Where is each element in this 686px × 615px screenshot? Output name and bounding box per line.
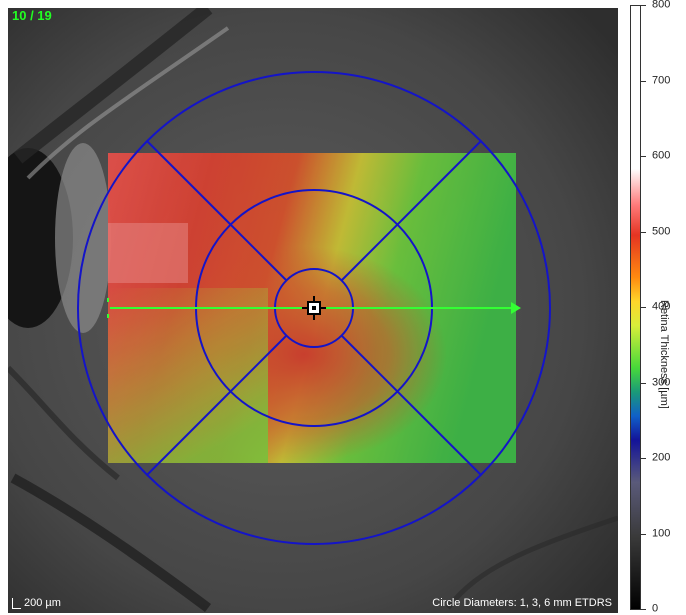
colorbar-tick bbox=[641, 156, 646, 157]
fundus-canvas bbox=[8, 8, 618, 613]
thickness-colorbar-panel: 800 700 600 500 400 300 200 100 0 Retina Thickne… bbox=[618, 0, 686, 615]
colorbar-tick-label: 200 bbox=[652, 451, 671, 464]
circle-diameters-note: Circle Diameters: 1, 3, 6 mm ETDRS bbox=[432, 597, 612, 609]
colorbar-title: Retina Thickness [µm] bbox=[658, 300, 670, 409]
etdrs-outer-circle bbox=[77, 71, 551, 545]
colorbar-tick-label: 100 bbox=[652, 527, 671, 539]
colorbar-tick bbox=[641, 533, 646, 535]
vessel-lower-branch bbox=[8, 365, 120, 481]
fundus-image-viewer[interactable]: 10 / 19 200 µm Circle Diameters: 1, 3, 6… bbox=[8, 8, 618, 613]
optic-disc-rim bbox=[55, 143, 111, 333]
crosshair-square-icon bbox=[302, 296, 326, 320]
scale-bar: 200 µm bbox=[12, 597, 61, 609]
vessel-upper bbox=[13, 8, 213, 164]
colorbar-tick-label: 800 bbox=[652, 0, 671, 11]
vessel-right bbox=[446, 515, 618, 610]
optic-disc-shadow bbox=[8, 148, 73, 328]
colorbar-tick-label: 0 bbox=[652, 602, 659, 615]
colorbar-tick-label: 600 bbox=[652, 149, 671, 162]
colorbar-tick bbox=[641, 231, 646, 233]
colorbar-tick bbox=[641, 458, 646, 459]
image-counter: 10 / 19 bbox=[12, 8, 52, 23]
scale-bar-label: 200 µm bbox=[24, 597, 61, 609]
colorbar-tick-label: 400 bbox=[652, 300, 671, 313]
scale-bar-icon bbox=[12, 598, 21, 609]
colorbar-tick bbox=[641, 5, 646, 6]
colorbar-tick-label: 700 bbox=[652, 74, 671, 86]
vessel-lower bbox=[10, 473, 211, 613]
vessel-reflex bbox=[26, 26, 230, 180]
thickness-colorbar bbox=[630, 5, 641, 610]
colorbar-tick bbox=[641, 609, 646, 610]
colorbar-tick-label: 500 bbox=[652, 225, 671, 237]
colorbar-tick bbox=[641, 80, 646, 82]
colorbar-tick bbox=[641, 382, 646, 384]
colorbar-tick bbox=[641, 307, 646, 308]
colorbar-tick-label: 300 bbox=[652, 376, 671, 388]
